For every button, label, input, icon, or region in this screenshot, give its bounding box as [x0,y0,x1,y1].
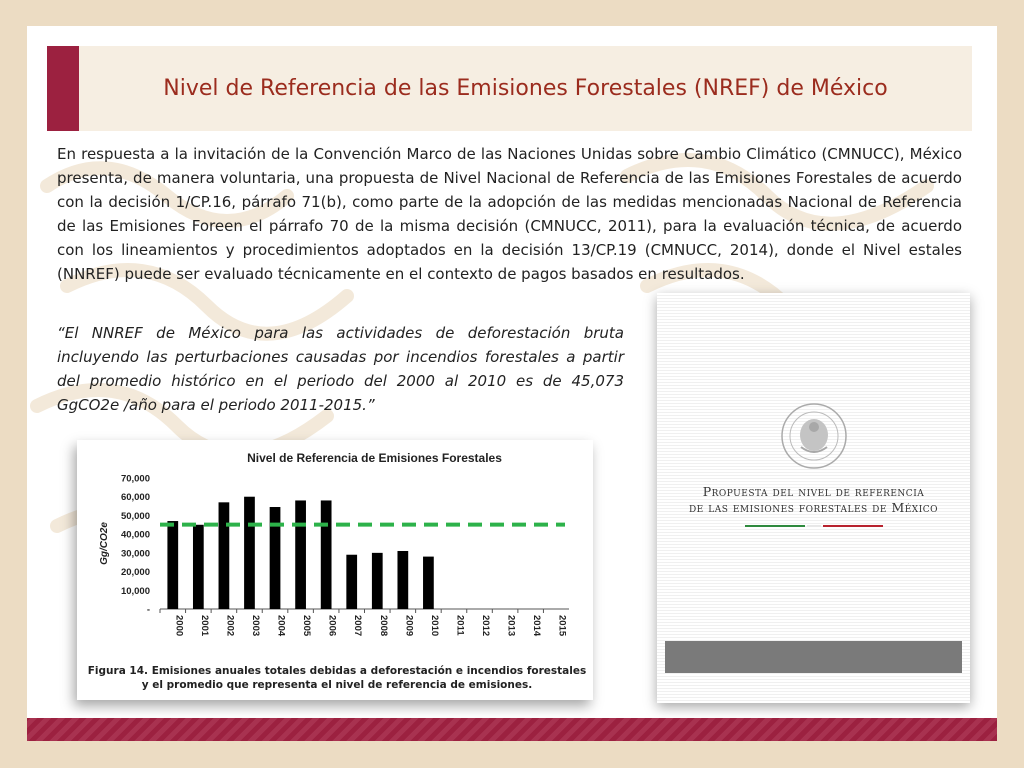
x-tick-label: 2015 [557,615,568,637]
report-cover: Propuesta del nivel de referencia de las… [657,293,970,703]
x-tick-label: 2002 [224,615,235,636]
footer-band [27,718,997,741]
cover-bottom-band [665,641,962,673]
y-tick-label: 50,000 [121,511,150,522]
quote-paragraph: “El NNREF de México para las actividades… [57,324,624,414]
y-tick-label: - [147,605,150,616]
x-tick-label: 2001 [199,615,210,637]
intro-paragraph: En respuesta a la invitación de la Conve… [57,145,962,283]
slide: Nivel de Referencia de las Emisiones For… [27,26,997,741]
x-tick-label: 2005 [301,615,312,637]
x-tick-label: 2013 [506,615,517,636]
chart-figure: Nivel de Referencia de Emisiones Foresta… [77,440,593,700]
national-seal-icon [781,403,847,469]
bar [244,496,255,609]
bar [371,552,383,609]
page-title: Nivel de Referencia de las Emisiones For… [163,76,888,101]
y-tick-label: 40,000 [121,530,150,541]
y-tick-label: 70,000 [121,474,150,485]
y-tick-label: 60,000 [121,492,150,503]
chart-title: Nivel de Referencia de Emisiones Foresta… [247,451,502,465]
y-tick-label: 10,000 [121,586,150,597]
bar [295,500,306,609]
bar-chart: Nivel de Referencia de Emisiones Foresta… [99,451,569,637]
x-tick-label: 2014 [531,615,542,637]
x-tick-label: 2006 [327,615,338,636]
cover-title: Propuesta del nivel de referencia de las… [657,484,970,516]
bar [167,521,179,609]
y-tick-label: 20,000 [121,567,150,578]
x-tick-label: 2009 [403,615,414,636]
bar [320,500,332,609]
bar [346,554,358,609]
x-tick-label: 2007 [352,615,363,636]
y-tick-label: 30,000 [121,548,150,559]
bar [423,556,434,609]
header-band: Nivel de Referencia de las Emisiones For… [47,46,972,131]
header-accent [47,46,79,131]
x-tick-label: 2010 [429,615,440,636]
bar [218,502,230,609]
cover-green-line [745,525,805,527]
cover-title-line-1: Propuesta del nivel de referencia [702,484,925,499]
x-tick-label: 2012 [480,615,491,636]
x-tick-label: 2011 [454,615,465,636]
bar [192,524,204,609]
cover-title-line-2: de las emisiones forestales de México [688,500,939,515]
figure-caption: Figura 14. Emisiones anuales totales deb… [87,665,587,691]
cover-red-line [823,525,883,527]
x-tick-label: 2003 [250,615,261,636]
cover-white-line [807,525,821,527]
x-tick-label: 2008 [378,615,389,636]
x-tick-label: 2000 [173,615,184,636]
bar [269,507,281,609]
x-tick-label: 2004 [276,615,287,637]
bar [397,550,409,609]
y-axis-label: Gg/CO2e [99,522,110,565]
